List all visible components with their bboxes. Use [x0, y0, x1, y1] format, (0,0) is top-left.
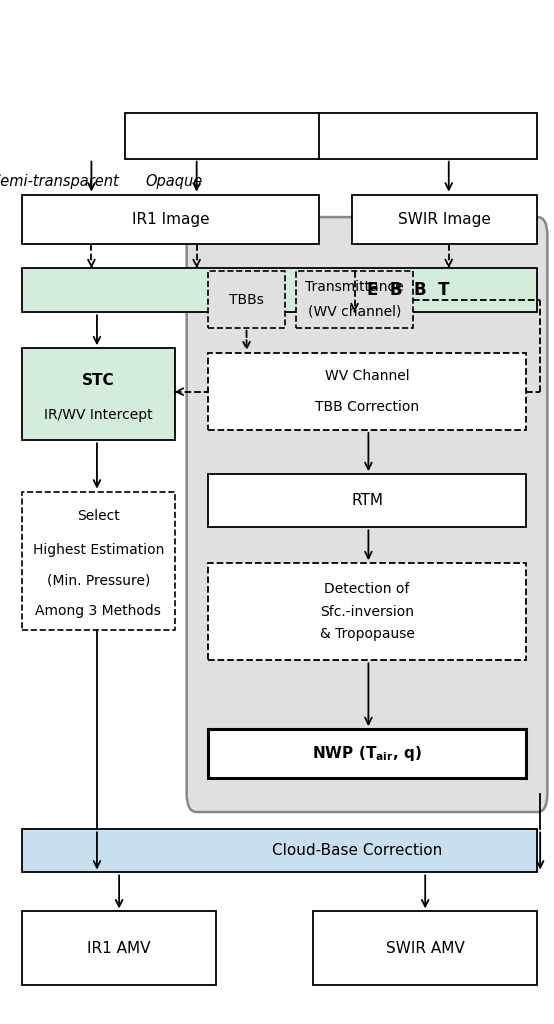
FancyBboxPatch shape — [22, 492, 175, 630]
FancyBboxPatch shape — [125, 113, 537, 159]
Text: TBB Correction: TBB Correction — [315, 400, 419, 414]
FancyBboxPatch shape — [22, 911, 216, 985]
Text: SWIR Image: SWIR Image — [398, 212, 491, 226]
Text: RTM: RTM — [351, 494, 383, 508]
Text: (WV channel): (WV channel) — [308, 305, 401, 318]
Text: Sfc.-inversion: Sfc.-inversion — [320, 605, 414, 618]
FancyBboxPatch shape — [22, 195, 319, 244]
FancyBboxPatch shape — [22, 829, 537, 872]
Text: IR1 AMV: IR1 AMV — [88, 941, 151, 955]
FancyBboxPatch shape — [313, 911, 537, 985]
Text: & Tropopause: & Tropopause — [320, 628, 414, 641]
FancyBboxPatch shape — [187, 217, 547, 812]
Text: STC: STC — [82, 373, 115, 388]
Text: SWIR AMV: SWIR AMV — [386, 941, 465, 955]
FancyBboxPatch shape — [296, 271, 413, 328]
Text: Transmittance: Transmittance — [305, 281, 404, 294]
FancyBboxPatch shape — [352, 195, 537, 244]
FancyBboxPatch shape — [22, 348, 175, 440]
FancyBboxPatch shape — [22, 268, 537, 312]
FancyBboxPatch shape — [208, 729, 526, 778]
Text: Select: Select — [77, 509, 120, 523]
Text: Detection of: Detection of — [324, 583, 410, 596]
FancyBboxPatch shape — [208, 563, 526, 660]
Text: (Min. Pressure): (Min. Pressure) — [47, 573, 150, 588]
Text: TBBs: TBBs — [229, 293, 264, 306]
FancyBboxPatch shape — [208, 474, 526, 527]
FancyBboxPatch shape — [208, 353, 526, 430]
FancyBboxPatch shape — [208, 271, 285, 328]
Text: E  B  B  T: E B B T — [367, 282, 450, 299]
Text: NWP ($\mathregular{T_{air}}$, q): NWP ($\mathregular{T_{air}}$, q) — [312, 744, 422, 763]
Text: IR1 Image: IR1 Image — [131, 212, 209, 226]
Text: Cloud-Base Correction: Cloud-Base Correction — [272, 844, 442, 858]
Text: WV Channel: WV Channel — [325, 370, 409, 383]
Text: Among 3 Methods: Among 3 Methods — [35, 604, 161, 618]
Text: IR/WV Intercept: IR/WV Intercept — [44, 408, 153, 422]
Text: Semi-transparent: Semi-transparent — [0, 174, 119, 188]
Text: Highest Estimation: Highest Estimation — [33, 543, 164, 557]
Text: Opaque: Opaque — [146, 174, 203, 188]
